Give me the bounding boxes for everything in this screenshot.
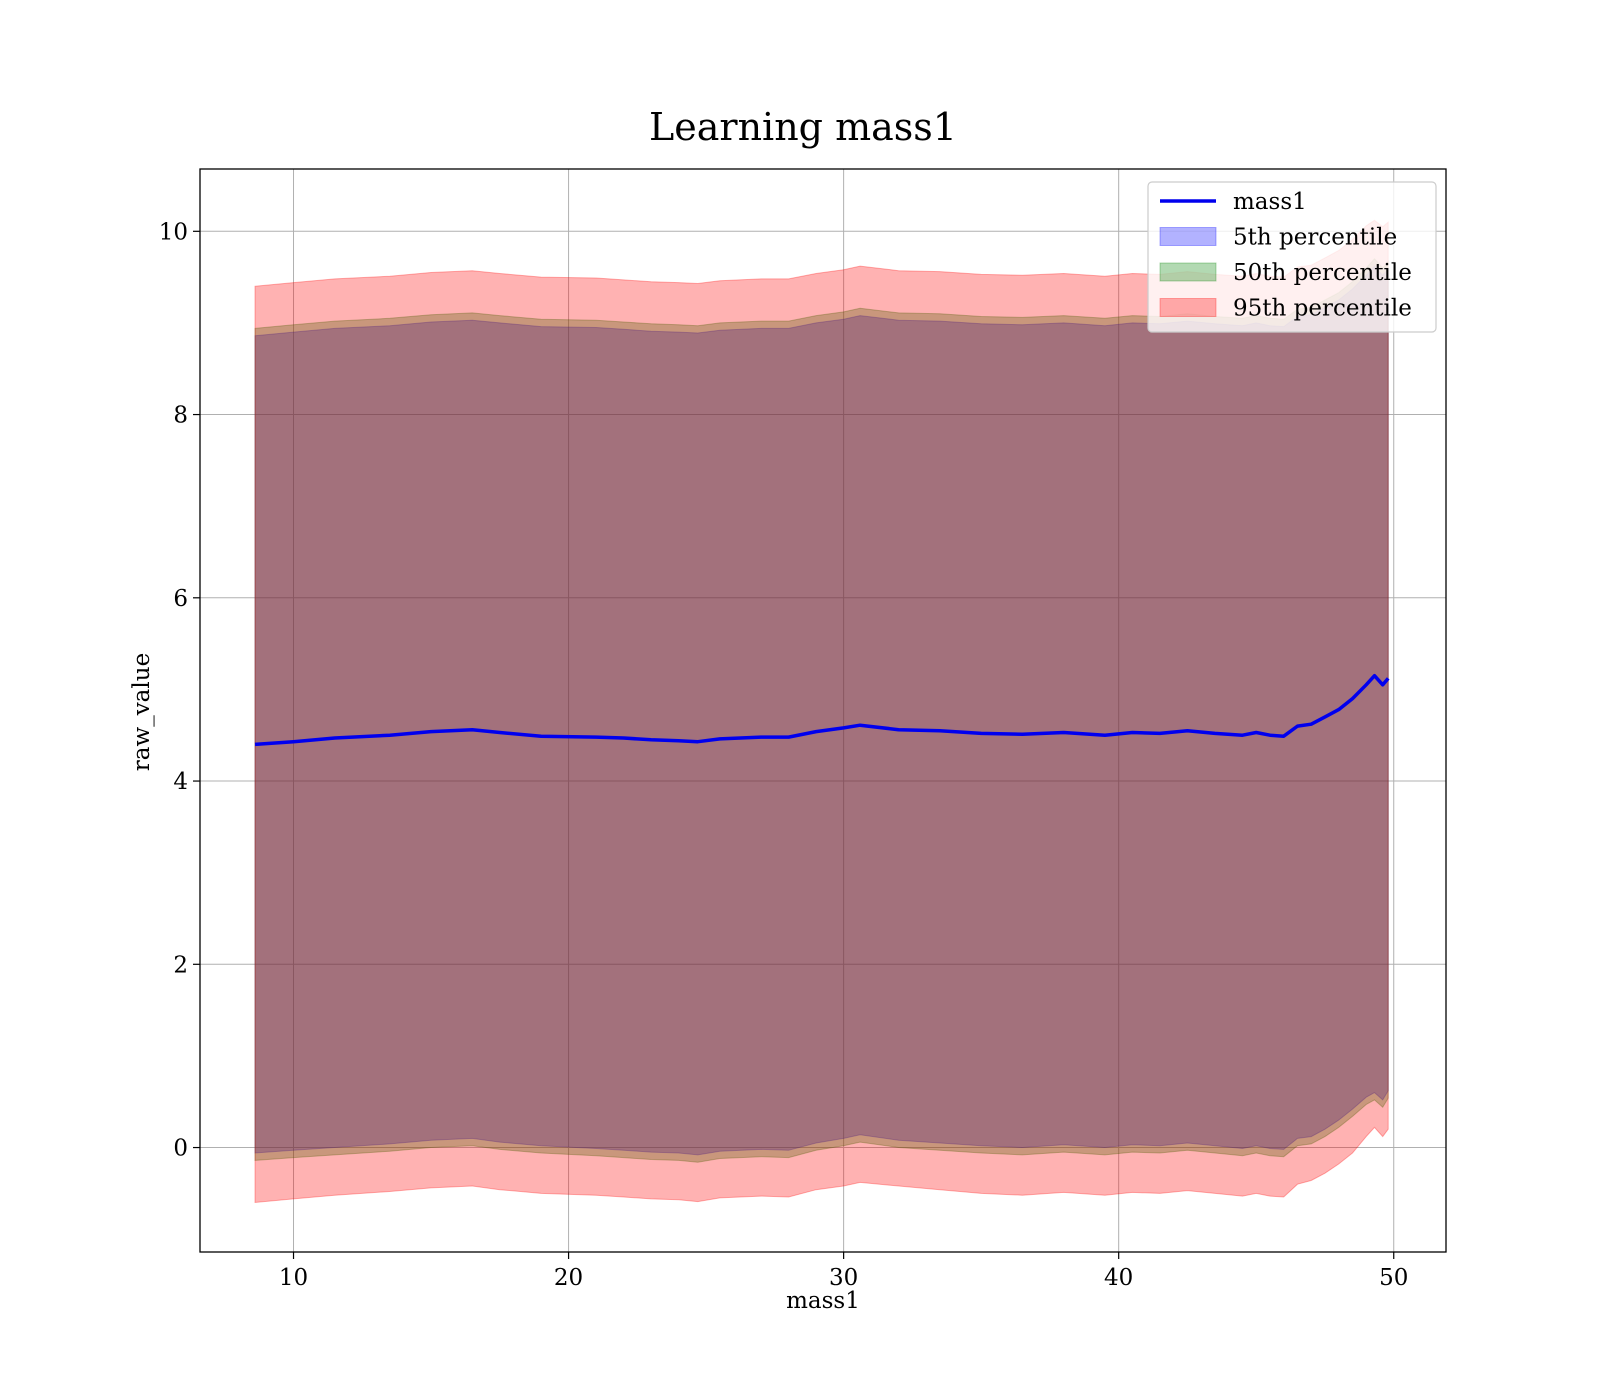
plot-background bbox=[200, 169, 1446, 1252]
legend: mass1 5th percentile 50th percentile 95th p… bbox=[1147, 181, 1437, 333]
mass1-line bbox=[254, 673, 1390, 747]
series-lines bbox=[254, 673, 1390, 747]
y-tick-label: 6 bbox=[173, 586, 188, 612]
x-axis-ticks: 10 20 30 40 50 bbox=[279, 1252, 1408, 1291]
legend-box bbox=[1147, 181, 1437, 333]
plot-area bbox=[199, 168, 1447, 1253]
95th-percentile-band bbox=[254, 219, 1389, 1204]
x-tick-label: 20 bbox=[554, 1265, 583, 1291]
x-tick-label: 40 bbox=[1104, 1265, 1133, 1291]
legend-swatch-5th-percentile bbox=[1159, 227, 1217, 246]
x-tick-label: 30 bbox=[829, 1265, 858, 1291]
percentile-bands bbox=[254, 219, 1389, 1204]
legend-swatch-50th-percentile bbox=[1159, 262, 1217, 282]
y-tick-label: 8 bbox=[173, 403, 188, 429]
x-tick-label: 50 bbox=[1379, 1265, 1408, 1291]
y-axis-label: raw_value bbox=[129, 653, 155, 771]
chart-title: Learning mass1 bbox=[649, 105, 957, 149]
x-axis-label: mass1 bbox=[786, 1288, 860, 1314]
y-tick-label: 4 bbox=[173, 769, 188, 795]
5th-percentile-band bbox=[254, 265, 1389, 1156]
50th-percentile-band bbox=[254, 258, 1389, 1163]
x-tick-label: 10 bbox=[279, 1265, 308, 1291]
legend-swatch-95th-percentile bbox=[1159, 298, 1217, 317]
legend-label-95th-percentile: 95th percentile bbox=[1233, 296, 1412, 322]
plot-frame bbox=[199, 168, 1447, 1253]
legend-label-50th-percentile: 50th percentile bbox=[1233, 260, 1412, 286]
y-tick-label: 0 bbox=[173, 1136, 188, 1162]
legend-label-mass1: mass1 bbox=[1233, 189, 1307, 215]
legend-label-5th-percentile: 5th percentile bbox=[1233, 225, 1397, 251]
legend-items: mass1 5th percentile 50th percentile 95th p… bbox=[1159, 189, 1412, 322]
y-tick-label: 10 bbox=[159, 219, 188, 245]
y-tick-label: 2 bbox=[173, 952, 188, 978]
gridlines bbox=[200, 169, 1446, 1252]
y-axis-ticks: 0 2 4 6 8 10 bbox=[159, 219, 200, 1162]
